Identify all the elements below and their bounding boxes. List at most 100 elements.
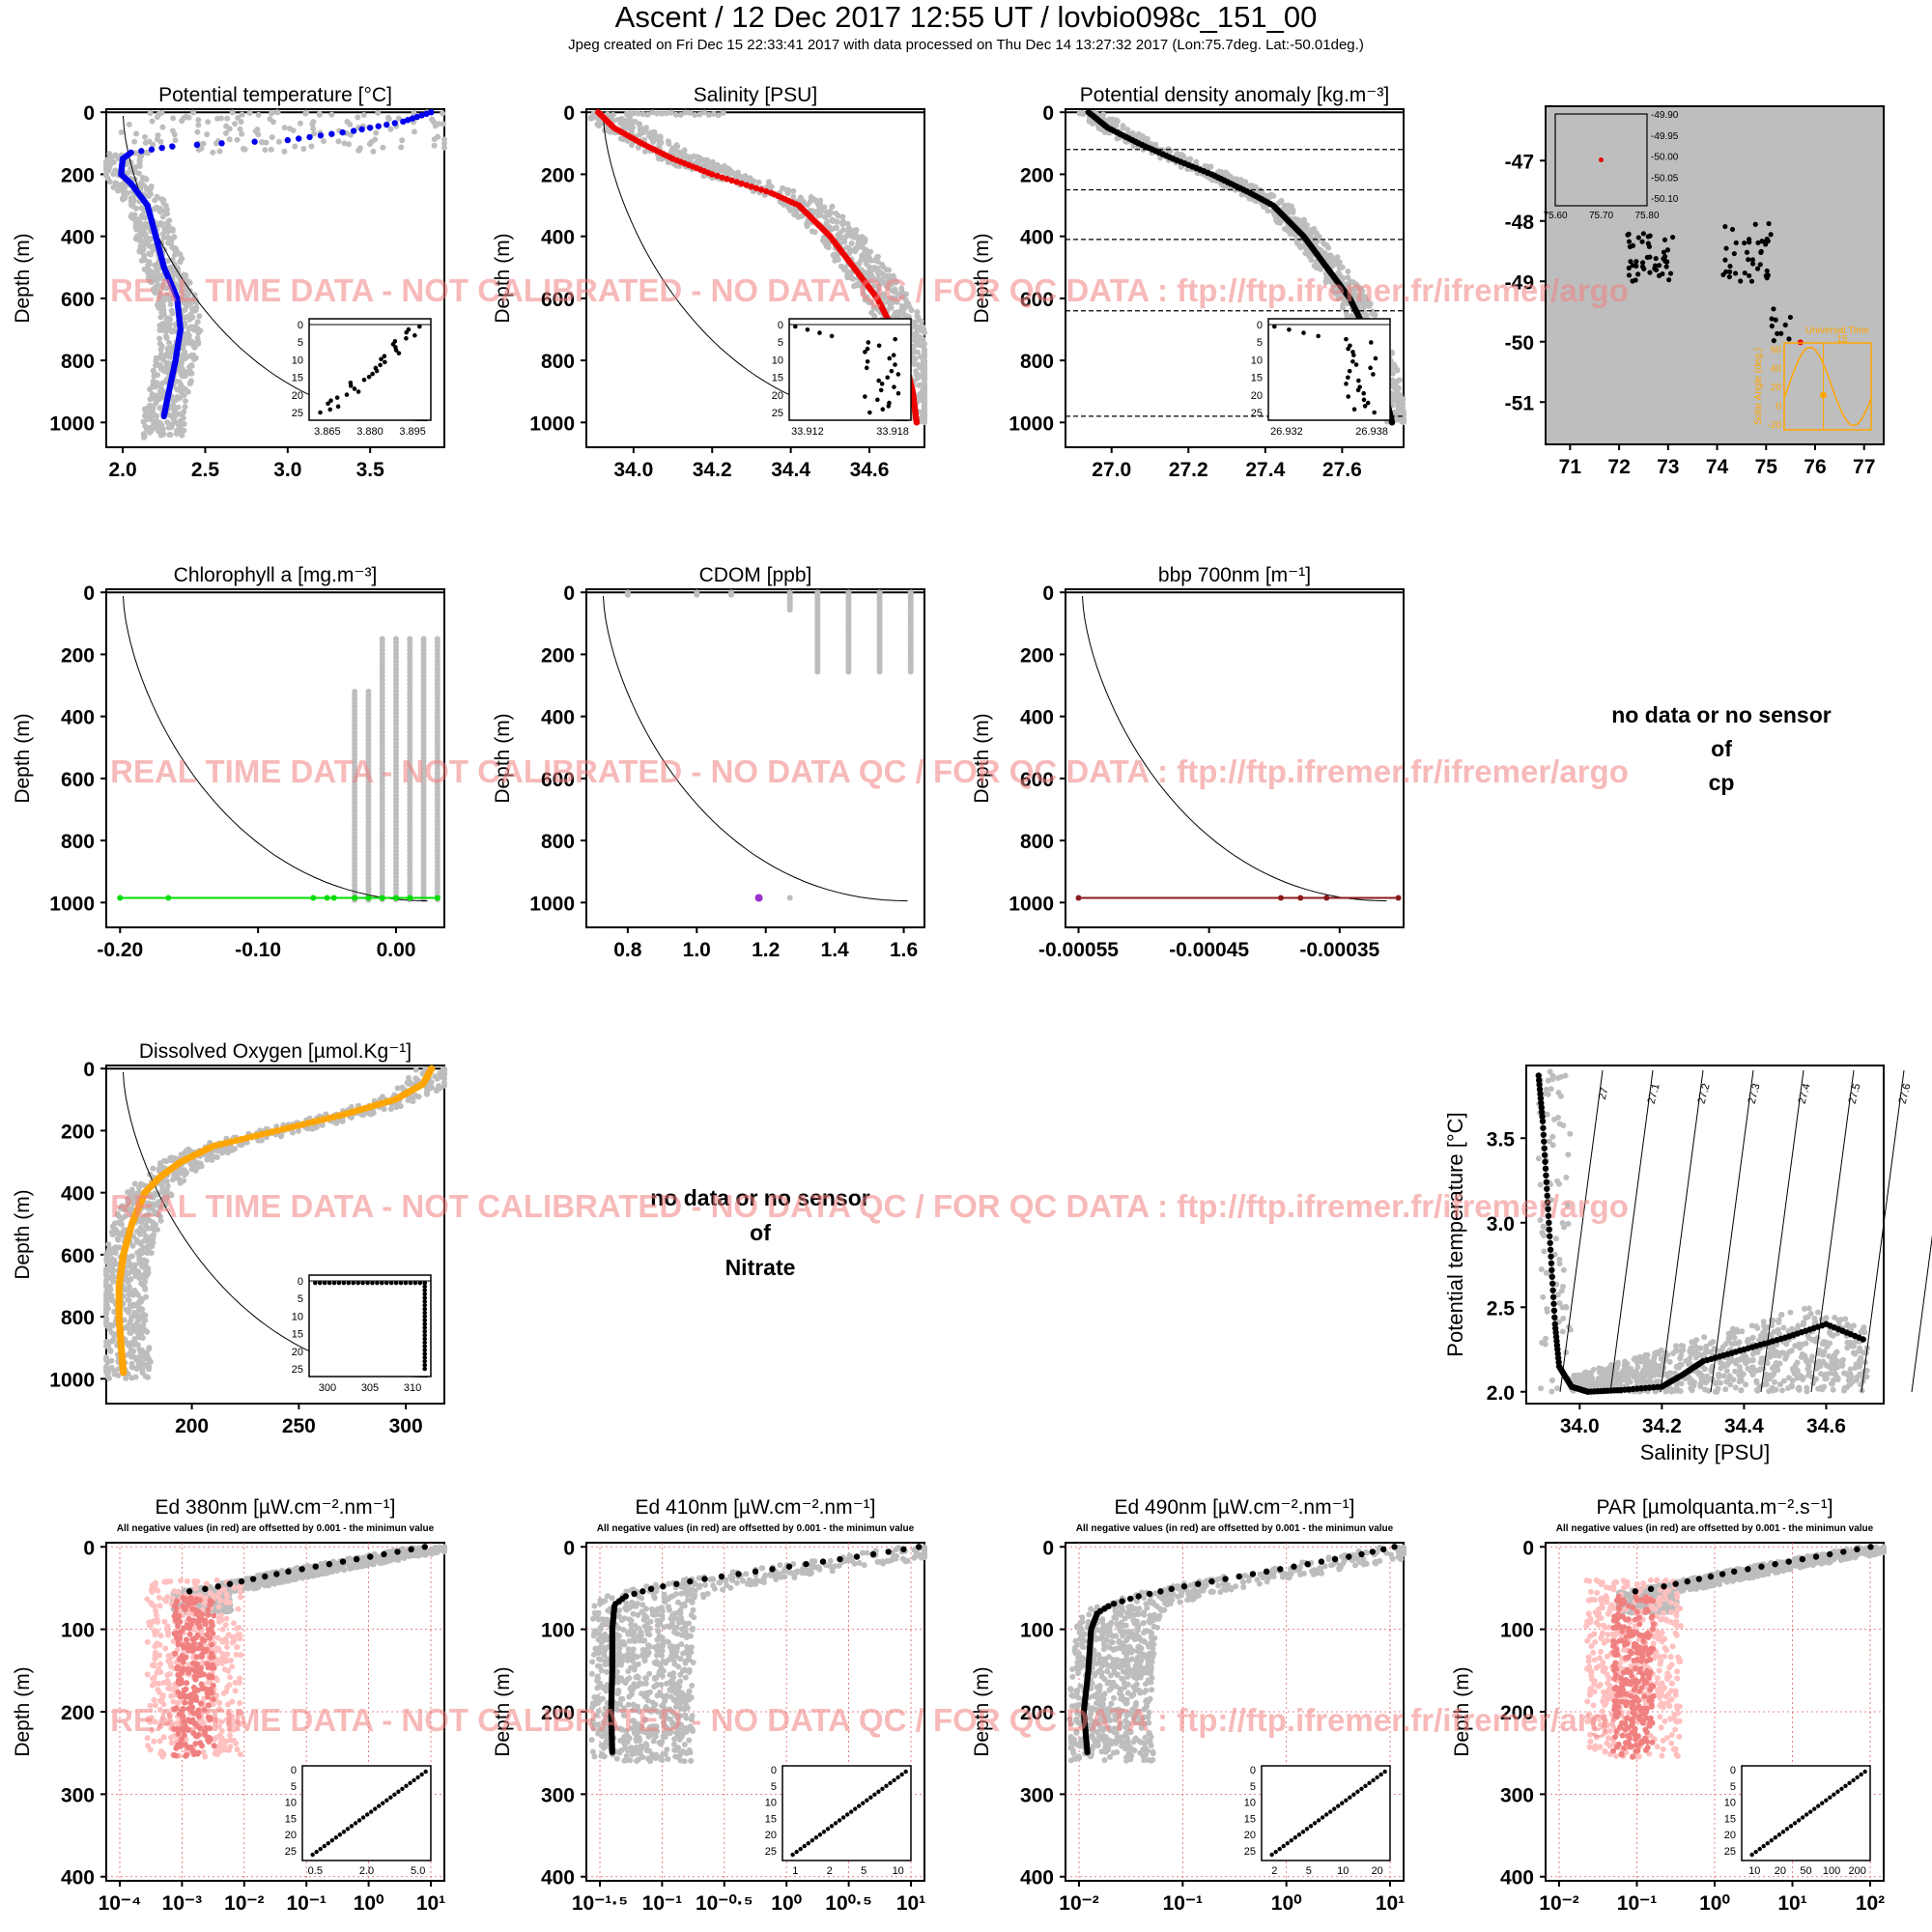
background-point (107, 1348, 114, 1354)
track-point (1769, 323, 1775, 329)
inset-point (1346, 394, 1351, 399)
background-point (190, 109, 197, 116)
background-point (624, 591, 631, 598)
background-point (1308, 257, 1315, 264)
background-point (147, 429, 154, 436)
background-point (140, 431, 147, 438)
background-point (183, 339, 189, 346)
inset-point (805, 327, 810, 332)
background-point (1166, 147, 1173, 154)
background-point (153, 412, 159, 419)
inset-point (865, 358, 870, 364)
background-point (159, 213, 166, 220)
x-tick-label: 27.0 (1092, 459, 1131, 481)
inset-y-tick: 10 (772, 355, 783, 366)
background-point (714, 161, 721, 168)
background-point (136, 1231, 143, 1237)
track-point (1639, 239, 1645, 244)
sun-y-tick: 40 (1771, 364, 1782, 375)
background-point (181, 115, 187, 122)
inset-y-tick: 0 (1257, 320, 1263, 331)
track-point (1775, 330, 1780, 336)
zoom-y-tick: -49.95 (1651, 131, 1679, 142)
background-point (196, 313, 203, 320)
track-point (1652, 263, 1659, 269)
background-point (204, 131, 211, 138)
background-point (157, 366, 164, 373)
background-point (387, 126, 394, 132)
background-point (129, 203, 136, 210)
background-point (149, 391, 156, 398)
background-point (841, 239, 848, 245)
background-point (136, 157, 143, 164)
background-point (431, 142, 438, 149)
y-tick-label: 600 (61, 289, 95, 311)
nodata-text: of (1711, 736, 1732, 761)
inset-point (886, 404, 892, 409)
inset-y-tick: 15 (772, 373, 783, 384)
background-point (159, 354, 166, 360)
background-point (1399, 410, 1406, 416)
data-point (379, 895, 385, 901)
y-tick-label: 1000 (529, 893, 575, 915)
track-point (1746, 257, 1751, 263)
y-tick-label: 200 (61, 644, 95, 667)
background-point (163, 326, 170, 332)
background-point (163, 334, 170, 341)
background-point (839, 226, 846, 233)
background-point (158, 109, 165, 116)
background-point (154, 417, 160, 424)
background-point (432, 1073, 439, 1080)
x-tick-label: 34.4 (771, 459, 810, 481)
data-point (324, 895, 330, 901)
inset-point (374, 368, 380, 374)
x-tick-label: 0.8 (613, 939, 642, 961)
inset-point (875, 397, 880, 403)
background-point (786, 607, 793, 613)
panel-title: bbp 700nm [m⁻¹] (1158, 564, 1311, 586)
track-point (1727, 263, 1733, 270)
inset-point (327, 407, 333, 412)
data-point (350, 128, 357, 134)
background-point (922, 386, 927, 393)
background-point (289, 1129, 296, 1136)
background-point (192, 307, 199, 314)
x-tick-label: 3.5 (356, 459, 385, 481)
background-point (176, 427, 183, 434)
background-point (149, 395, 156, 402)
background-point (150, 1165, 156, 1172)
background-point (145, 1346, 152, 1352)
y-tick-label: 1000 (1009, 412, 1054, 435)
y-tick-label: -47 (1505, 151, 1534, 173)
background-point (143, 1293, 150, 1300)
background-point (136, 220, 143, 227)
inset-point (335, 404, 341, 410)
background-point (281, 125, 288, 131)
background-point (151, 370, 157, 377)
background-point (164, 419, 171, 426)
zoom-y-tick: -50.00 (1651, 153, 1679, 163)
background-point (142, 1233, 149, 1239)
inset-point (1287, 327, 1292, 332)
sun-y-tick: 20 (1771, 383, 1782, 393)
background-point (1124, 127, 1131, 133)
inset-y-tick: 0 (298, 320, 303, 331)
background-point (239, 111, 245, 118)
inset-y-tick: 25 (772, 408, 783, 419)
y-tick-label: 0 (563, 102, 575, 125)
track-point (1764, 268, 1770, 274)
background-point (169, 310, 176, 317)
inset-point (880, 407, 886, 412)
background-point (110, 171, 117, 178)
zoom-y-tick: -50.05 (1651, 173, 1679, 184)
data-point (365, 895, 372, 901)
inset-point (895, 390, 901, 396)
background-point (268, 146, 274, 153)
inset-point (893, 336, 897, 342)
inset-point (404, 335, 409, 341)
background-point (176, 379, 183, 385)
inset-point (1344, 336, 1349, 342)
data-point (754, 894, 763, 902)
background-point (166, 339, 173, 346)
track-point (1669, 234, 1676, 241)
